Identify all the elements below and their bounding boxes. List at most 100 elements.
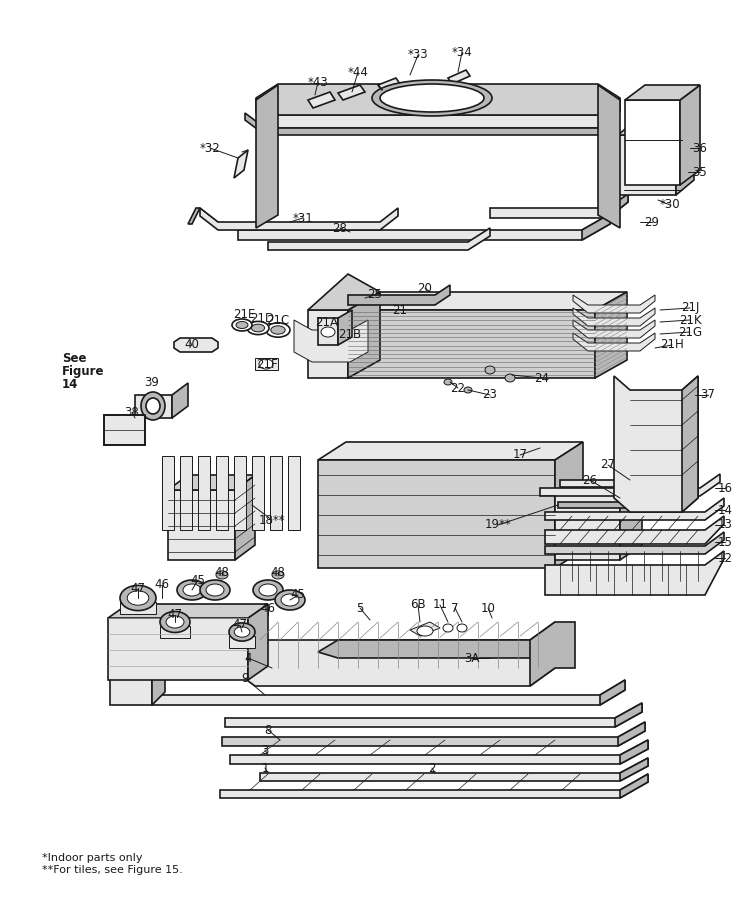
Text: *32: *32 bbox=[199, 141, 220, 155]
Polygon shape bbox=[555, 490, 620, 560]
Text: 13: 13 bbox=[717, 518, 732, 532]
Text: 21B: 21B bbox=[338, 328, 362, 341]
Text: 47: 47 bbox=[168, 608, 183, 622]
Ellipse shape bbox=[321, 327, 335, 337]
Polygon shape bbox=[573, 333, 655, 351]
Text: *Indoor parts only: *Indoor parts only bbox=[42, 853, 142, 863]
Ellipse shape bbox=[247, 321, 269, 335]
Text: 21F: 21F bbox=[256, 358, 277, 372]
Polygon shape bbox=[545, 551, 724, 595]
Text: 48: 48 bbox=[214, 565, 229, 579]
Text: 27: 27 bbox=[601, 458, 615, 472]
Text: 21K: 21K bbox=[679, 313, 702, 327]
Text: 37: 37 bbox=[701, 389, 715, 401]
Text: 19**: 19** bbox=[484, 518, 511, 532]
Text: 38: 38 bbox=[125, 406, 139, 419]
Text: 35: 35 bbox=[693, 166, 708, 178]
Ellipse shape bbox=[380, 84, 484, 112]
Polygon shape bbox=[545, 532, 724, 554]
Polygon shape bbox=[188, 208, 200, 224]
Text: 21C: 21C bbox=[266, 313, 290, 327]
Polygon shape bbox=[620, 475, 642, 560]
Text: 28: 28 bbox=[332, 221, 347, 235]
Polygon shape bbox=[230, 740, 648, 764]
Polygon shape bbox=[620, 758, 648, 781]
Polygon shape bbox=[270, 456, 282, 530]
Text: 12: 12 bbox=[717, 552, 732, 564]
Polygon shape bbox=[545, 516, 724, 544]
Ellipse shape bbox=[200, 580, 230, 600]
Text: 6B: 6B bbox=[410, 598, 426, 611]
Ellipse shape bbox=[206, 584, 224, 596]
Text: **For tiles, see Figure 15.: **For tiles, see Figure 15. bbox=[42, 865, 183, 875]
Ellipse shape bbox=[251, 324, 265, 332]
Polygon shape bbox=[555, 442, 583, 568]
Text: 8: 8 bbox=[264, 724, 271, 736]
Polygon shape bbox=[200, 208, 398, 230]
Polygon shape bbox=[618, 120, 694, 135]
Polygon shape bbox=[608, 194, 628, 218]
Text: *33: *33 bbox=[408, 49, 429, 61]
Text: *44: *44 bbox=[347, 66, 368, 78]
Text: 20: 20 bbox=[417, 282, 432, 294]
Ellipse shape bbox=[141, 392, 165, 420]
Polygon shape bbox=[573, 308, 655, 326]
Text: 36: 36 bbox=[693, 141, 708, 155]
Polygon shape bbox=[268, 228, 490, 250]
Ellipse shape bbox=[146, 398, 160, 414]
Ellipse shape bbox=[275, 590, 305, 610]
Text: 24: 24 bbox=[535, 372, 550, 384]
Text: 21H: 21H bbox=[660, 338, 684, 352]
Polygon shape bbox=[530, 622, 575, 686]
Polygon shape bbox=[676, 120, 694, 195]
Polygon shape bbox=[618, 722, 645, 746]
Text: 40: 40 bbox=[184, 338, 199, 352]
Polygon shape bbox=[174, 338, 218, 352]
Ellipse shape bbox=[160, 611, 190, 633]
Polygon shape bbox=[680, 85, 700, 185]
Ellipse shape bbox=[183, 584, 201, 596]
Polygon shape bbox=[582, 214, 610, 240]
Polygon shape bbox=[318, 640, 575, 658]
Text: 21: 21 bbox=[393, 303, 408, 317]
Polygon shape bbox=[235, 475, 255, 560]
Polygon shape bbox=[595, 292, 627, 378]
Polygon shape bbox=[573, 295, 655, 313]
Text: 47: 47 bbox=[232, 618, 247, 632]
Polygon shape bbox=[104, 415, 145, 445]
Polygon shape bbox=[152, 680, 625, 705]
Text: *30: *30 bbox=[660, 199, 681, 212]
Polygon shape bbox=[682, 376, 698, 512]
Text: 14: 14 bbox=[717, 503, 732, 517]
Ellipse shape bbox=[505, 374, 515, 382]
Polygon shape bbox=[338, 310, 352, 345]
Polygon shape bbox=[308, 92, 335, 108]
Polygon shape bbox=[234, 150, 248, 178]
Ellipse shape bbox=[232, 319, 252, 331]
Text: 23: 23 bbox=[483, 389, 497, 401]
Ellipse shape bbox=[253, 580, 283, 600]
Polygon shape bbox=[256, 85, 278, 228]
Text: 45: 45 bbox=[190, 573, 205, 587]
Polygon shape bbox=[625, 100, 680, 185]
Polygon shape bbox=[108, 604, 268, 618]
Ellipse shape bbox=[444, 379, 452, 385]
Text: 21E: 21E bbox=[233, 309, 255, 321]
Polygon shape bbox=[234, 456, 246, 530]
Text: 14: 14 bbox=[62, 377, 78, 391]
Polygon shape bbox=[318, 460, 555, 568]
Ellipse shape bbox=[120, 585, 156, 610]
Polygon shape bbox=[490, 194, 628, 218]
Polygon shape bbox=[256, 84, 620, 115]
Text: 17: 17 bbox=[513, 448, 527, 462]
Polygon shape bbox=[108, 618, 248, 680]
Text: 47: 47 bbox=[131, 581, 145, 595]
Polygon shape bbox=[308, 310, 348, 378]
Polygon shape bbox=[162, 456, 174, 530]
Text: See: See bbox=[62, 352, 86, 365]
Polygon shape bbox=[294, 320, 368, 362]
Polygon shape bbox=[198, 456, 210, 530]
Polygon shape bbox=[318, 318, 338, 345]
Ellipse shape bbox=[266, 323, 290, 338]
Polygon shape bbox=[318, 442, 583, 460]
